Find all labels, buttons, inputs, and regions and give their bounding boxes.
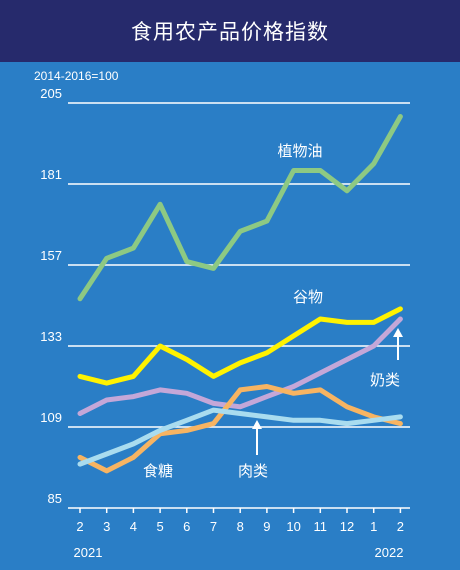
x-tick-label: 2 (397, 519, 404, 534)
chart-title: 食用农产品价格指数 (0, 0, 460, 62)
y-tick-label: 109 (40, 410, 62, 425)
pointer-arrow-奶类 (393, 328, 403, 360)
y-tick-label: 157 (40, 248, 62, 263)
year-label-2022: 2022 (375, 545, 404, 560)
y-tick-label: 85 (48, 491, 62, 506)
base-note: 2014-2016=100 (34, 69, 119, 83)
pointer-arrow-肉类 (252, 420, 262, 455)
series-line-肉类 (77, 407, 403, 467)
series-label-肉类: 肉类 (238, 462, 268, 480)
y-tick-label: 205 (40, 86, 62, 101)
pointer-arrow-肉类-head (252, 420, 262, 429)
year-label-2021: 2021 (74, 545, 103, 560)
x-tick-label: 4 (130, 519, 137, 534)
x-tick-label: 2 (76, 519, 83, 534)
x-tick-label: 3 (103, 519, 110, 534)
series-line-食糖 (77, 384, 403, 474)
x-tick-label: 12 (340, 519, 354, 534)
series-label-谷物: 谷物 (293, 288, 323, 306)
pointer-arrow-奶类-head (393, 328, 403, 337)
x-tick-label: 9 (263, 519, 270, 534)
x-tick-label: 6 (183, 519, 190, 534)
y-tick-label: 133 (40, 329, 62, 344)
series-label-奶类: 奶类 (370, 371, 400, 389)
x-tick-label: 5 (156, 519, 163, 534)
x-tick-label: 7 (210, 519, 217, 534)
x-tick-label: 11 (314, 519, 328, 534)
series-line-谷物 (77, 306, 403, 386)
y-tick-label: 181 (40, 167, 62, 182)
series-label-食糖: 食糖 (143, 462, 173, 480)
x-tick-label: 1 (370, 519, 377, 534)
x-tick-label: 10 (286, 519, 300, 534)
series-line-植物油 (77, 114, 403, 302)
series-label-植物油: 植物油 (277, 142, 322, 160)
series-line-奶类 (77, 316, 403, 416)
x-tick-label: 8 (237, 519, 244, 534)
